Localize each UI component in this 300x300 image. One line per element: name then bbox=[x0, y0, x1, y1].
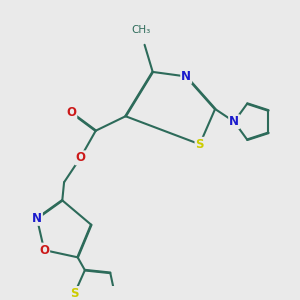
Text: N: N bbox=[32, 212, 42, 225]
Text: S: S bbox=[70, 287, 79, 300]
Text: N: N bbox=[181, 70, 191, 83]
Text: O: O bbox=[39, 244, 49, 256]
Text: CH₃: CH₃ bbox=[131, 25, 150, 35]
Text: O: O bbox=[75, 151, 85, 164]
Text: O: O bbox=[66, 106, 76, 119]
Text: N: N bbox=[229, 115, 239, 128]
Text: S: S bbox=[196, 138, 204, 151]
